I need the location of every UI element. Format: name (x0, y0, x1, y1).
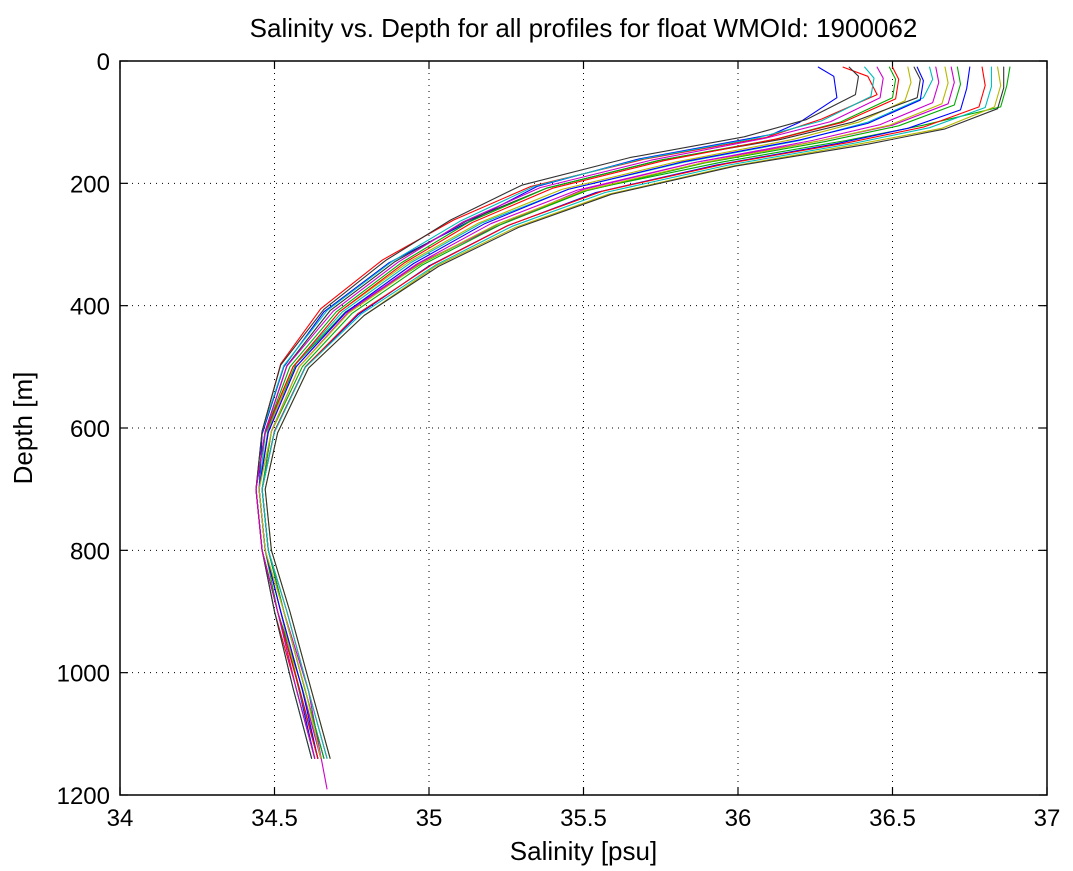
profile-line (261, 66, 992, 759)
profile-line (261, 66, 962, 759)
x-tick-label: 34 (107, 805, 134, 832)
x-tick-label: 35 (416, 805, 443, 832)
x-tick-label: 36.5 (869, 805, 916, 832)
profile-line (258, 66, 912, 759)
x-axis-label: Salinity [psu] (510, 836, 657, 866)
y-axis-label: Depth [m] (8, 372, 38, 485)
x-tick-label: 36 (725, 805, 752, 832)
grid-layer (120, 61, 1047, 795)
x-tick-label: 37 (1034, 805, 1061, 832)
profile-line (264, 66, 1002, 759)
plot-frame (119, 60, 1048, 796)
y-tick-label: 200 (70, 171, 110, 198)
y-tick-label: 1200 (57, 783, 110, 810)
x-tick-labels: 34 34.5 35 35.5 36 36.5 37 (107, 805, 1061, 832)
profile-line (255, 66, 897, 759)
y-tick-label: 600 (70, 416, 110, 443)
profile-line (258, 66, 949, 759)
y-tick-label: 0 (97, 49, 110, 76)
series-layer (255, 66, 1011, 790)
x-tick-label: 35.5 (560, 805, 607, 832)
x-tick-label: 34.5 (251, 805, 298, 832)
y-tick-labels: 0 200 400 600 800 1000 1200 (57, 49, 110, 810)
profile-line (258, 66, 838, 759)
profile-line (258, 66, 1011, 759)
profile-line (255, 66, 921, 759)
profile-line (255, 66, 878, 759)
profile-line (255, 66, 860, 759)
y-tick-label: 800 (70, 538, 110, 565)
profile-line (258, 66, 940, 759)
profile-line (264, 66, 1005, 759)
profile-line (255, 66, 875, 759)
profile-line (258, 66, 924, 759)
y-tick-label: 1000 (57, 661, 110, 688)
profile-line (255, 66, 884, 759)
chart-title: Salinity vs. Depth for all profiles for … (250, 13, 918, 43)
profile-line (261, 66, 955, 790)
y-tick-label: 400 (70, 294, 110, 321)
